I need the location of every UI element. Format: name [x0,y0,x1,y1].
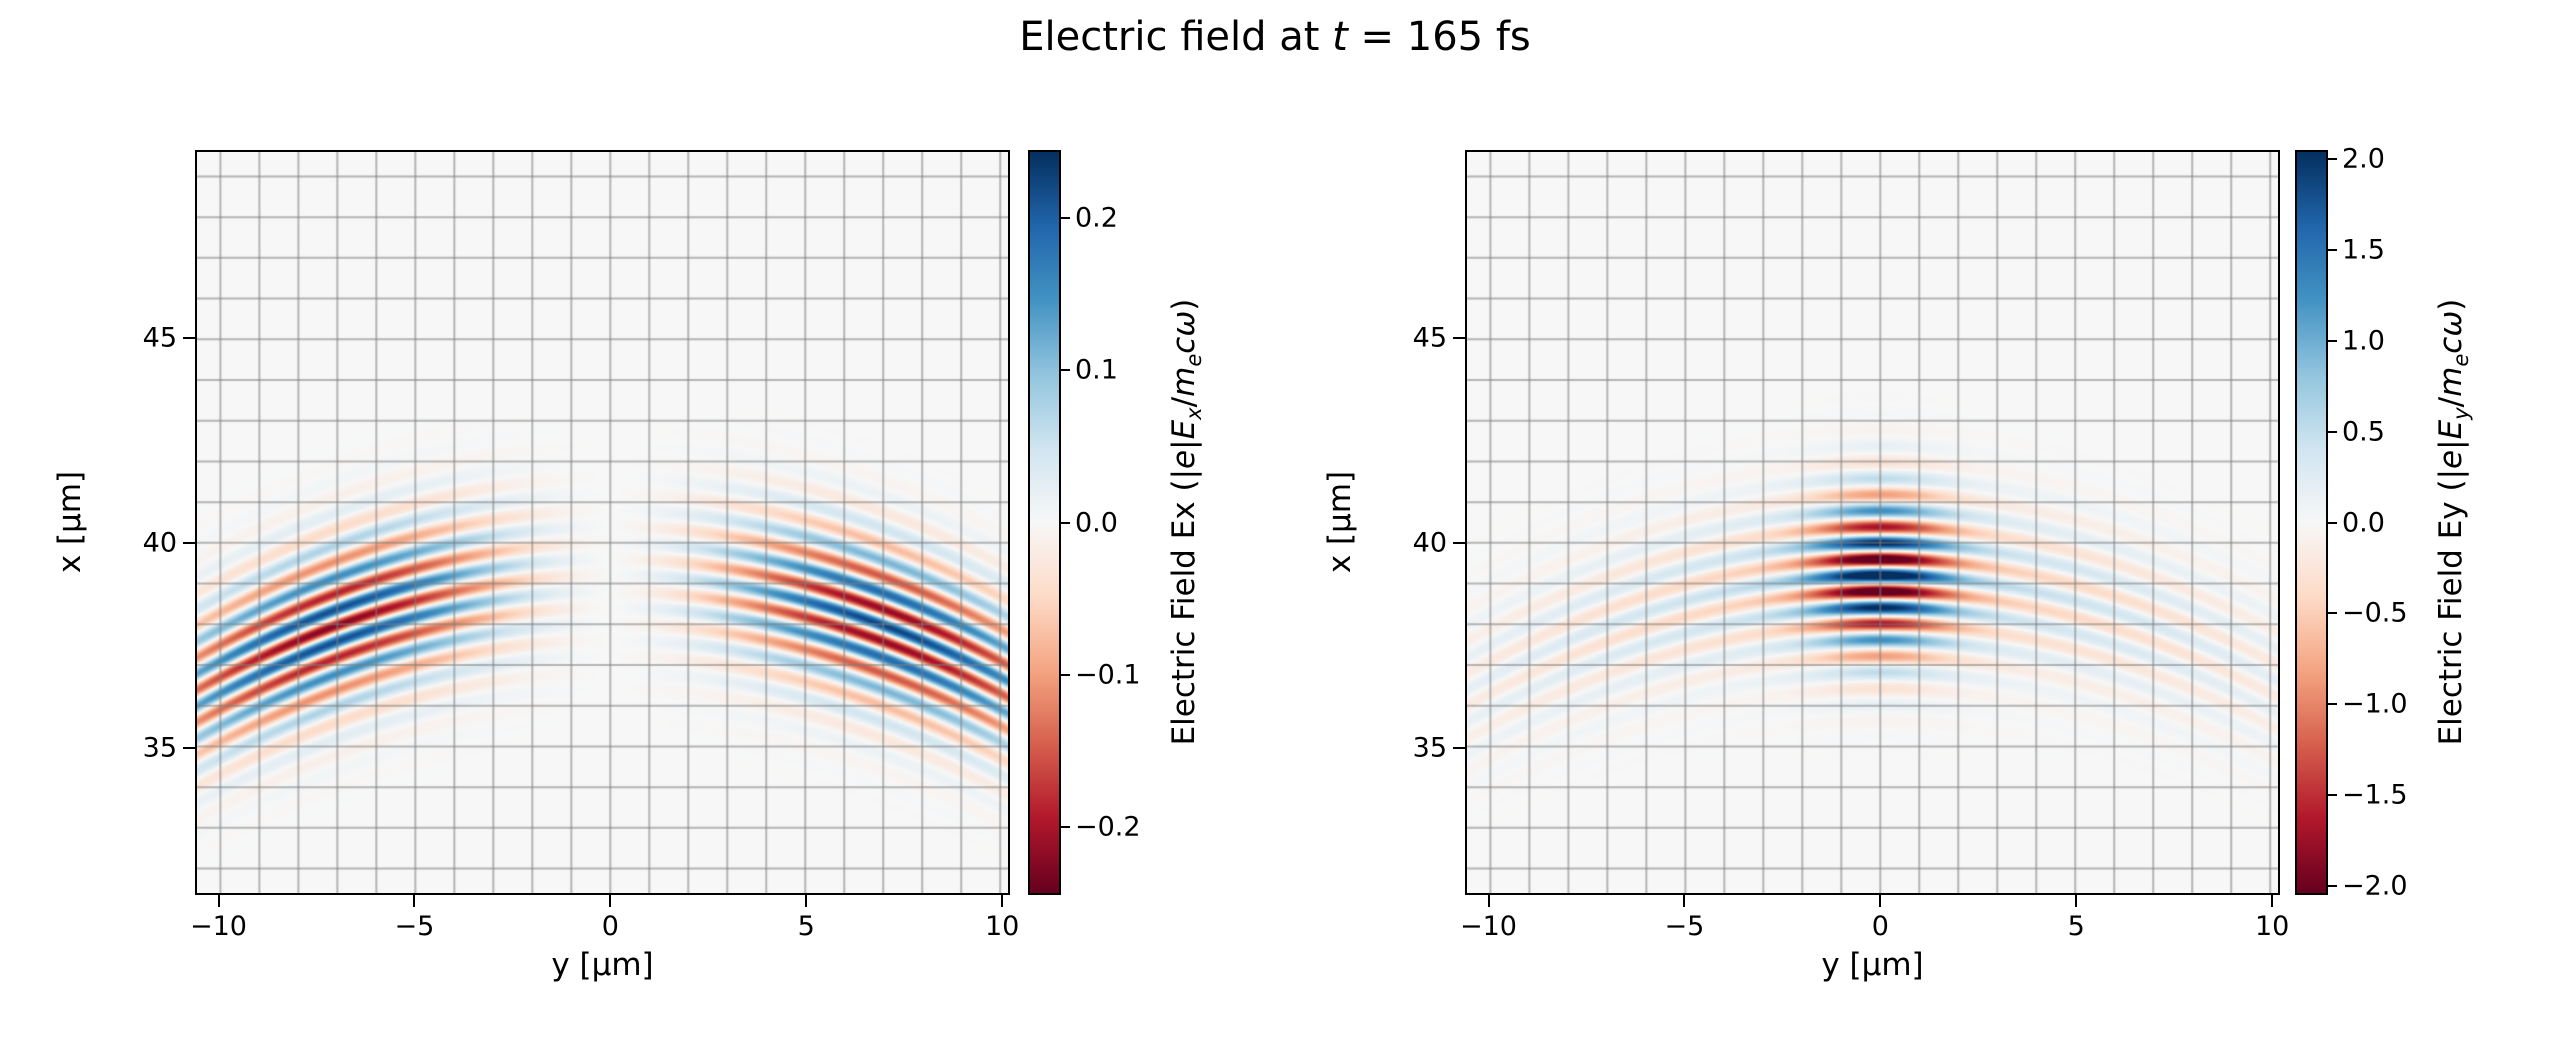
x-tick [2271,895,2274,907]
colorbar-tick [2328,884,2337,887]
colorbar-tick [2328,521,2337,524]
subplot-ey-ylabel: x [μm] [1322,470,1358,574]
colorbar-tick-label: 1.0 [2342,325,2385,357]
x-tick-label: −5 [394,911,435,942]
y-tick-label: 40 [142,527,177,559]
x-tick [2075,895,2078,907]
colorbar-ey [2295,150,2328,895]
heatmap-ey [1467,152,2278,893]
subplot-ey-axes [1465,150,2280,895]
colorbar-tick [2328,248,2337,251]
subplot-ey-xlabel: y [μm] [1821,947,1924,983]
colorbar-tick [2328,430,2337,433]
colorbar-ex-gradient [1030,152,1059,893]
colorbar-tick-label: −0.5 [2342,597,2408,629]
x-tick [1487,895,1490,907]
colorbar-tick-label: −2.0 [2342,870,2408,902]
y-tick [183,337,195,340]
colorbar-tick-label: 0.5 [2342,416,2385,448]
x-tick-label: −10 [190,911,247,942]
colorbar-tick [1061,673,1070,676]
y-tick [1453,541,1465,544]
subplot-ex-ylabel: x [μm] [52,470,88,574]
y-tick-label: 35 [1412,732,1447,764]
colorbar-tick [1061,217,1070,220]
colorbar-tick-label: 1.5 [2342,234,2385,266]
x-tick [413,895,416,907]
y-tick-label: 35 [142,732,177,764]
subplot-ex-xlabel: y [μm] [551,947,654,983]
colorbar-tick [1061,825,1070,828]
x-tick-label: 0 [1871,911,1889,942]
x-tick [1001,895,1004,907]
colorbar-tick [1061,369,1070,372]
y-tick-label: 45 [142,322,177,354]
colorbar-ey-gradient [2297,152,2326,893]
x-tick-label: 10 [2254,911,2290,942]
colorbar-tick-label: 2.0 [2342,143,2385,175]
x-tick [805,895,808,907]
colorbar-tick [2328,612,2337,615]
x-tick [1683,895,1686,907]
y-tick-label: 40 [1412,527,1447,559]
x-tick [609,895,612,907]
colorbar-tick-label: 0.0 [2342,507,2385,538]
colorbar-tick-label: −0.2 [1075,811,1141,843]
y-tick [183,746,195,749]
x-tick-label: 5 [2067,911,2085,942]
colorbar-tick-label: −1.0 [2342,688,2408,720]
colorbar-ey-label: Electric Field Ey (|e|Ey/mecω) [2432,298,2474,746]
colorbar-ex-label: Electric Field Ex (|e|Ex/mecω) [1165,298,1207,746]
colorbar-tick-label: 0.1 [1075,354,1118,386]
x-tick [217,895,220,907]
y-tick-label: 45 [1412,322,1447,354]
heatmap-ex [197,152,1008,893]
colorbar-tick [2328,158,2337,161]
colorbar-tick-label: −0.1 [1075,659,1141,691]
y-tick [1453,746,1465,749]
x-tick-label: 5 [797,911,815,942]
x-tick-label: 10 [984,911,1020,942]
y-tick [1453,337,1465,340]
subplot-ex-axes [195,150,1010,895]
colorbar-tick [2328,703,2337,706]
colorbar-tick [2328,794,2337,797]
figure-title: Electric field at t = 165 fs [1019,14,1531,60]
x-tick-label: −10 [1460,911,1517,942]
colorbar-tick [2328,339,2337,342]
colorbar-tick-label: 0.0 [1075,507,1118,538]
colorbar-tick [1061,521,1070,524]
colorbar-tick-label: 0.2 [1075,202,1118,234]
x-tick-label: 0 [601,911,619,942]
colorbar-tick-label: −1.5 [2342,779,2408,811]
x-tick [1879,895,1882,907]
colorbar-ex [1028,150,1061,895]
x-tick-label: −5 [1664,911,1705,942]
y-tick [183,541,195,544]
